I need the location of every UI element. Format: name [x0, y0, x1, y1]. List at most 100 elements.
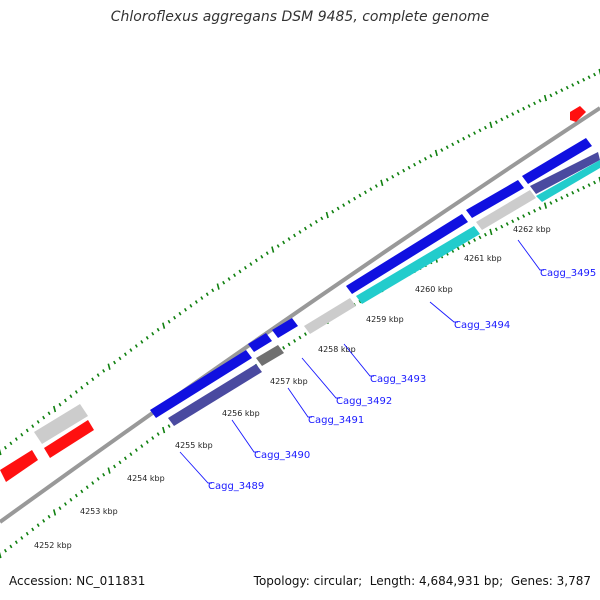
outer-tick: [358, 193, 362, 198]
genes-value: 3,787: [556, 574, 591, 588]
inner-tick: [554, 198, 558, 203]
outer-tick: [205, 292, 209, 296]
outer-tick: [189, 304, 193, 308]
gene-leader-line: [231, 419, 258, 453]
outer-tick: [69, 394, 73, 399]
outer-tick: [254, 258, 258, 263]
outer-tick: [194, 300, 198, 304]
kbp-tick-label: 4260 kbp: [415, 285, 453, 294]
gene-label[interactable]: Cagg_3491: [308, 415, 364, 426]
gene-dark-3495[interactable]: [530, 152, 600, 194]
inner-tick: [58, 506, 62, 511]
inner-tick: [494, 227, 498, 232]
outer-tick: [107, 363, 111, 370]
outer-tick: [391, 174, 395, 179]
gene-cagg-3494[interactable]: [522, 138, 592, 184]
gene-cagg-3493[interactable]: [466, 180, 524, 218]
outer-tick: [598, 68, 600, 76]
inner-tick: [113, 464, 117, 469]
gene-cagg-3489[interactable]: [150, 350, 252, 418]
gene-cyan-3494[interactable]: [356, 226, 480, 304]
outer-tick: [140, 340, 144, 344]
outer-tick: [587, 75, 591, 79]
gene-grey-3493[interactable]: [304, 298, 356, 334]
gene-label[interactable]: Cagg_3493: [370, 374, 426, 385]
outer-tick: [96, 373, 100, 377]
outer-tick: [123, 352, 127, 357]
outer-tick: [467, 134, 471, 138]
gene-cagg-3492[interactable]: [346, 214, 468, 294]
gene-label[interactable]: Cagg_3492: [336, 396, 392, 407]
outer-tick: [543, 94, 548, 102]
inner-tick: [167, 424, 171, 428]
outer-backbone: [0, 106, 600, 524]
outer-tick: [243, 265, 247, 270]
inner-tick: [571, 190, 575, 195]
gene-labels: Cagg_3489 Cagg_3490 Cagg_3491 Cagg_3492 Cagg…: [179, 239, 596, 492]
inner-tick: [560, 196, 564, 200]
inner-tick: [31, 527, 35, 532]
gene-label[interactable]: Cagg_3494: [454, 320, 510, 331]
gene-cyan-3495[interactable]: [536, 160, 600, 202]
gene-cagg-3490[interactable]: [248, 333, 272, 352]
inner-tick: [140, 444, 144, 448]
inner-tick: [107, 467, 111, 474]
outer-tick: [9, 441, 13, 446]
outer-tick: [58, 402, 62, 407]
gene-label[interactable]: Cagg_3489: [208, 481, 264, 492]
gene-leader-line: [179, 451, 212, 484]
outer-tick-row: [0, 68, 600, 456]
map-title: Chloroflexus aggregans DSM 9485, complet…: [110, 9, 490, 25]
outer-tick: [342, 203, 346, 207]
tick-labels: 4252 kbp 4253 kbp 4254 kbp 4255 kbp 4256 kbp…: [34, 225, 551, 550]
rna-gene-2[interactable]: [44, 420, 94, 458]
outer-tick: [593, 72, 597, 77]
outer-tick: [42, 415, 46, 420]
outer-tick: [516, 109, 520, 114]
gene-grey-3495[interactable]: [476, 190, 536, 230]
inner-tick: [462, 243, 466, 248]
outer-tick: [571, 83, 575, 87]
inner-tick: [522, 214, 526, 218]
inner-tick: [478, 235, 482, 240]
inner-tick: [102, 472, 106, 477]
outer-tick: [63, 398, 67, 403]
kbp-tick-label: 4257 kbp: [270, 377, 308, 386]
inner-tick: [473, 238, 477, 242]
sep1: ;: [358, 574, 366, 588]
outer-tick: [118, 356, 122, 361]
gene-label[interactable]: Cagg_3490: [254, 450, 310, 461]
gene-cagg-3490-rev[interactable]: [168, 364, 262, 426]
outer-tick: [462, 136, 466, 141]
gene-leader-line: [517, 239, 544, 271]
rna-gene-1[interactable]: [0, 450, 38, 482]
gene-dark-grey[interactable]: [256, 345, 284, 366]
inner-tick: [467, 241, 471, 245]
outer-tick: [238, 269, 242, 274]
outer-tick: [102, 369, 106, 373]
outer-tick: [47, 411, 51, 416]
inner-tick: [516, 216, 520, 221]
outer-tick: [413, 162, 417, 167]
outer-tick: [3, 445, 7, 450]
grey-gene-left[interactable]: [34, 404, 88, 444]
outer-tick: [445, 145, 449, 150]
gene-label[interactable]: Cagg_3495: [540, 268, 596, 279]
outer-tick: [298, 230, 302, 234]
outer-tick: [369, 187, 373, 191]
outer-tick: [227, 277, 231, 281]
outer-tick: [505, 114, 509, 119]
outer-tick: [560, 88, 564, 93]
inner-tick: [47, 514, 51, 519]
outer-tick: [353, 196, 357, 201]
gene-cagg-3491[interactable]: [272, 318, 298, 338]
genome-summary: Topology: circular; Length: 4,684,931 bp…: [254, 574, 591, 588]
outer-tick: [271, 246, 275, 253]
topology-label: Topology:: [253, 574, 310, 588]
rna-gene-top[interactable]: [570, 106, 586, 122]
outer-tick: [183, 307, 187, 312]
inner-tick: [151, 436, 155, 440]
outer-tick: [483, 125, 487, 130]
outer-tick: [129, 348, 133, 352]
outer-tick: [418, 159, 422, 164]
